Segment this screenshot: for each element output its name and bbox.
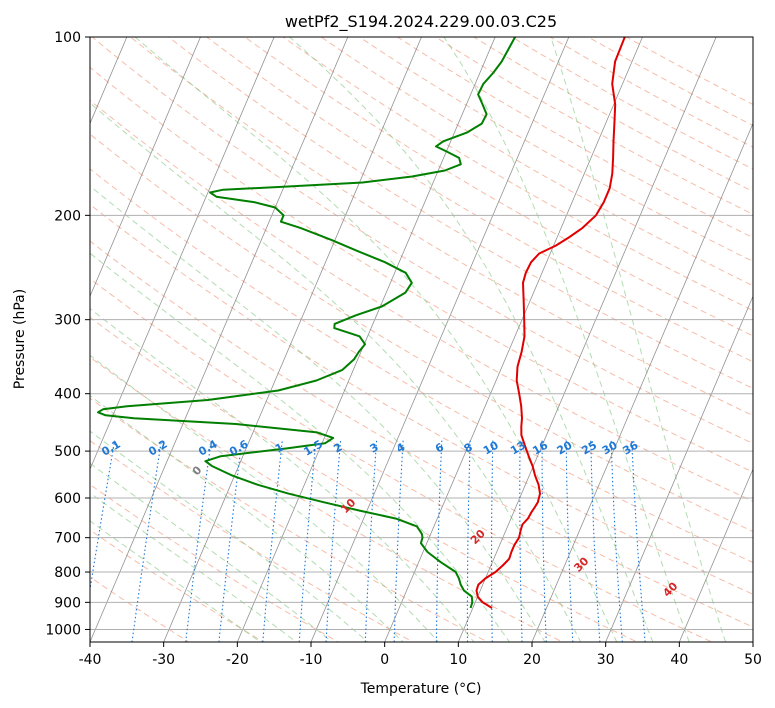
temperature-line [475, 37, 626, 609]
isotherm [90, 37, 128, 125]
isotherm [605, 295, 753, 642]
chart-title: wetPf2_S194.2024.229.00.03.C25 [285, 12, 557, 32]
moist-adiabats [90, 37, 727, 642]
dry-adiabat [91, 37, 753, 445]
dry-adiabat [167, 37, 753, 389]
isotherm [90, 37, 349, 642]
x-tick-label: -10 [300, 652, 323, 668]
x-axis-ticks: -40 -30 -20 -10 0 10 20 30 40 50 [79, 642, 762, 668]
dry-adiabat [90, 66, 753, 473]
moist-adiabat [550, 37, 727, 642]
dry-adiabat [90, 133, 753, 533]
dry-adiabat [472, 37, 753, 193]
x-tick-label: 20 [523, 652, 541, 668]
y-tick-label: 600 [54, 491, 81, 507]
x-tick-label: -20 [226, 652, 249, 668]
dry-adiabat [90, 240, 753, 628]
isotherm [531, 122, 753, 642]
y-axis-label: Pressure (hPa) [12, 289, 28, 389]
dry-adiabat [205, 37, 753, 363]
dry-adiabat [90, 316, 639, 642]
moist-adiabat [90, 520, 262, 642]
isotherm [90, 37, 275, 471]
dry-adiabats [90, 37, 753, 642]
y-tick-label: 1000 [45, 622, 81, 638]
moist-adiabat [90, 462, 333, 642]
y-axis-ticks: 100 200 300 400 500 600 700 800 900 1000 [45, 30, 90, 638]
dry-adiabat [90, 168, 753, 564]
isotherm [163, 37, 422, 642]
y-tick-label: 300 [54, 313, 81, 329]
y-tick-label: 700 [54, 531, 81, 547]
dry-adiabat [587, 37, 753, 127]
dry-adiabat [358, 37, 753, 262]
x-tick-label: -40 [79, 652, 102, 668]
x-tick-label: -30 [152, 652, 175, 668]
dry-adiabat [90, 203, 753, 595]
dry-adiabat [129, 37, 753, 417]
isotherms [90, 37, 753, 642]
plot-area: 0.10.20.40.611.52346810131620253036-100-… [90, 37, 753, 642]
x-tick-label: 0 [380, 652, 389, 668]
mixing-ratio-lines [90, 440, 646, 642]
moist-adiabat [90, 492, 298, 642]
isotherm [310, 37, 570, 642]
isotherm [457, 37, 717, 642]
y-tick-label: 100 [54, 30, 81, 46]
profile-lines [97, 37, 626, 609]
dry-adiabat [90, 529, 265, 642]
dry-adiabat [90, 356, 564, 642]
dry-adiabat [90, 397, 489, 642]
dry-adiabat [396, 37, 753, 239]
x-tick-label: 30 [597, 652, 615, 668]
x-tick-label: 50 [744, 652, 762, 668]
isotherm [90, 37, 201, 298]
x-axis-label: Temperature (°C) [360, 681, 482, 697]
isotherm [384, 37, 643, 642]
x-tick-label: 10 [449, 652, 467, 668]
y-tick-label: 400 [54, 387, 81, 403]
isotherm [678, 468, 753, 642]
y-tick-label: 800 [54, 565, 81, 581]
pressure-gridlines [90, 37, 753, 630]
moist-adiabat [90, 252, 511, 642]
dry-adiabat [90, 440, 415, 642]
isotherm [236, 37, 496, 642]
mixing-ratio-line [90, 440, 116, 593]
moist-adiabat [443, 37, 690, 642]
moist-adiabat [90, 307, 475, 642]
dewpoint-line [97, 37, 516, 609]
plot-frame [89, 36, 754, 643]
moist-adiabat [90, 354, 440, 642]
dry-adiabat [90, 99, 753, 502]
moist-adiabat [289, 37, 654, 642]
moist-adiabat [90, 430, 369, 642]
y-tick-label: 200 [54, 208, 81, 224]
dry-adiabat [434, 37, 753, 215]
y-tick-label: 500 [54, 444, 81, 460]
y-tick-label: 900 [54, 595, 81, 611]
dry-adiabat [90, 278, 713, 642]
moist-adiabat [90, 102, 582, 642]
x-tick-label: 40 [670, 652, 688, 668]
moist-adiabat [134, 37, 618, 642]
